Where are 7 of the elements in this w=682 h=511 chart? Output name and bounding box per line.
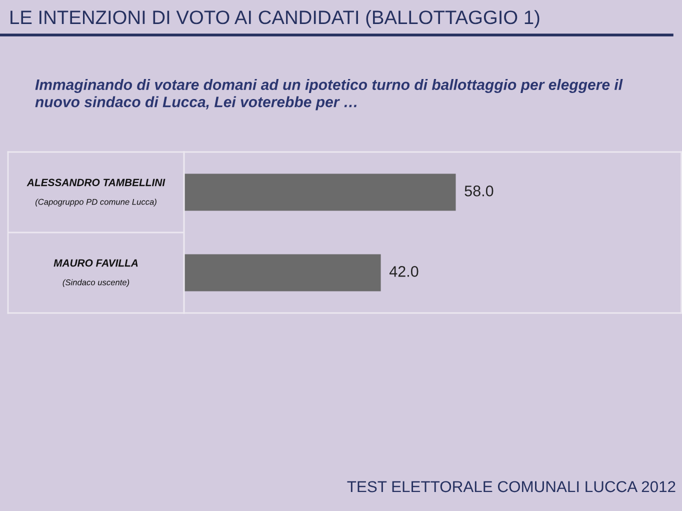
data-label: 42.0 [389, 266, 418, 277]
chart-subtitle: Immaginando di votare domani ad un ipotetico turno di ballottaggio per eleggere il nuovo sindaco di Lucca, Lei voterebbe per … [35, 79, 623, 110]
data-label: 58.0 [464, 186, 494, 196]
category-label: ALESSANDRO TAMBELLINI (Capogruppo PD comune Lucca) [26, 178, 166, 206]
category-label: MAURO FAVILLA (Sindaco uscente) [54, 259, 138, 287]
text: TEST ELETTORALE COMUNALI LUCCA 2012 [347, 481, 676, 492]
chart-title: LE INTENZIONI DI VOTO AI CANDIDATI (BALLOTTAGGIO 1) [10, 10, 540, 28]
